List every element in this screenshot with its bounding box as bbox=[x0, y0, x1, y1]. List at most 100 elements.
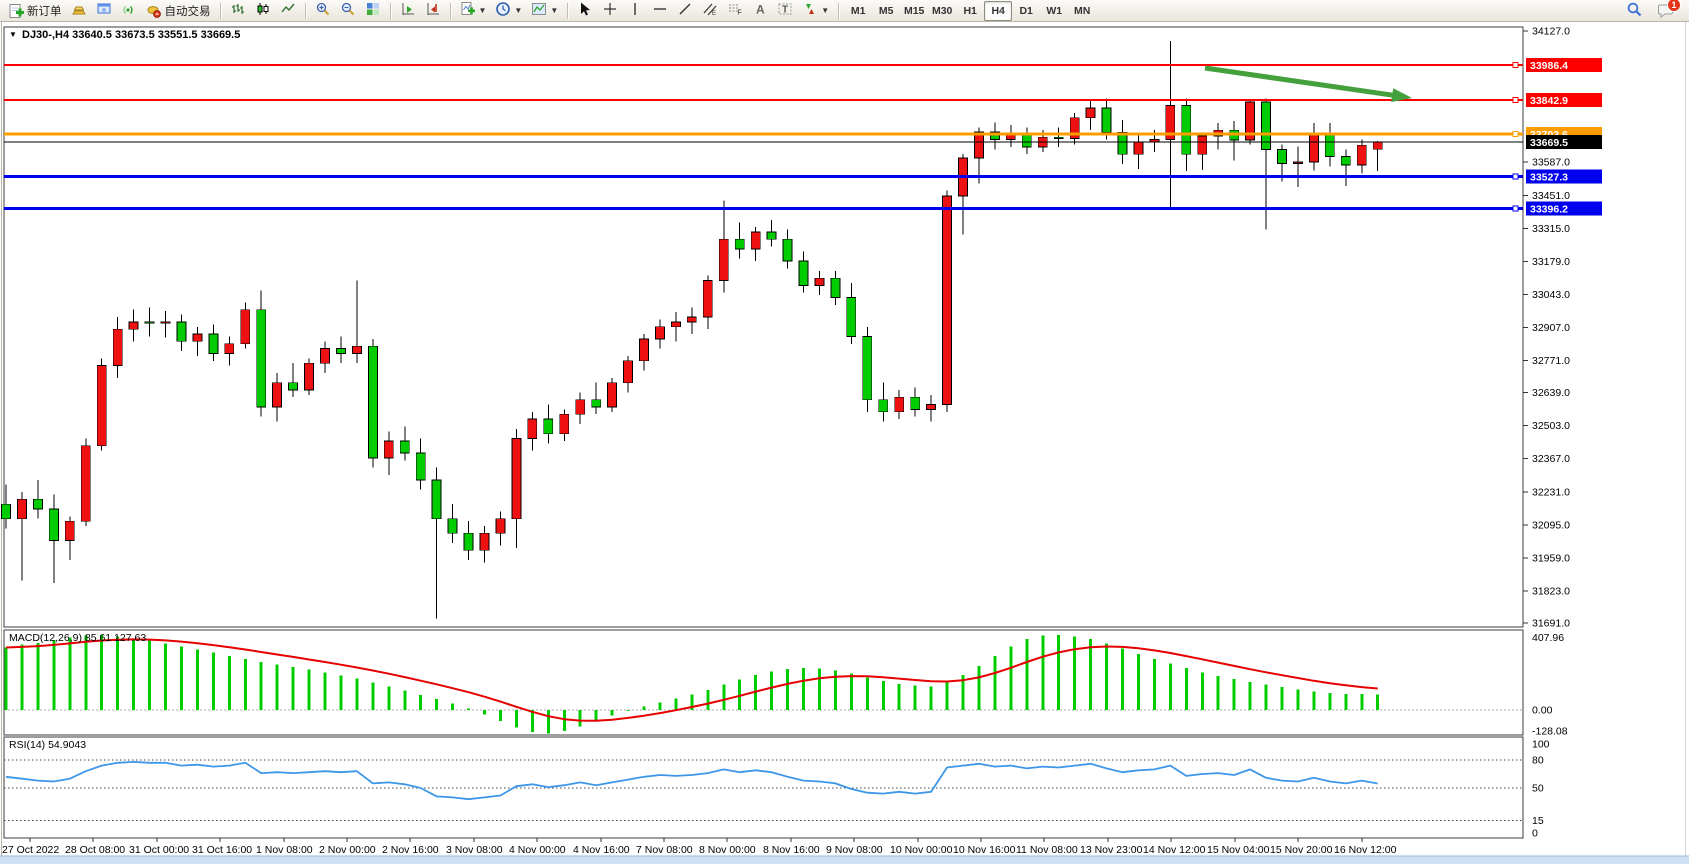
horizontal-line-button[interactable] bbox=[648, 0, 672, 21]
horizontal-line-objects bbox=[4, 62, 1523, 212]
template-button[interactable]: ▼ bbox=[527, 0, 562, 21]
arrows-tool-button[interactable]: ▼ bbox=[798, 0, 833, 21]
separator bbox=[389, 2, 391, 19]
svg-text:33396.2: 33396.2 bbox=[1530, 204, 1568, 216]
time-label: 8 Nov 16:00 bbox=[763, 844, 820, 856]
auto-scroll-button[interactable] bbox=[396, 0, 420, 21]
chevron-down-icon: ▼ bbox=[514, 5, 523, 15]
gold-button[interactable] bbox=[67, 0, 91, 21]
gold-icon bbox=[71, 1, 87, 20]
macd-histogram-bar bbox=[1344, 693, 1348, 710]
indicators-button[interactable]: ▼ bbox=[456, 0, 491, 21]
candle-body bbox=[607, 382, 617, 408]
macd-histogram-bar bbox=[961, 675, 965, 710]
signal-button[interactable] bbox=[117, 0, 141, 21]
rsi-scale-label: 80 bbox=[1532, 755, 1544, 767]
annotation-arrow[interactable] bbox=[1204, 65, 1412, 103]
vertical-line-button[interactable] bbox=[623, 0, 647, 21]
tile-windows-button[interactable] bbox=[361, 0, 385, 21]
text-button[interactable]: A bbox=[748, 0, 772, 21]
candle-body bbox=[702, 280, 713, 318]
timeframe-button-m15[interactable]: M15 bbox=[903, 4, 925, 17]
macd-histogram-bar bbox=[467, 708, 471, 710]
timeframe-button-m1[interactable]: M1 bbox=[850, 4, 866, 17]
candle-body bbox=[463, 532, 474, 551]
macd-histogram-bar bbox=[642, 706, 646, 710]
macd-histogram-bar bbox=[881, 680, 885, 710]
terminal-button[interactable] bbox=[92, 0, 116, 21]
auto-trading-button[interactable]: 自动交易 bbox=[142, 0, 215, 21]
time-label: 16 Nov 12:00 bbox=[1334, 844, 1397, 856]
notifications-button[interactable]: 1 bbox=[1653, 0, 1681, 21]
fibonacci-button[interactable]: F bbox=[723, 0, 747, 21]
macd-histogram-bar bbox=[1248, 682, 1252, 710]
macd-histogram-bar bbox=[977, 665, 981, 710]
trendline-button[interactable] bbox=[673, 0, 697, 21]
text-label-button[interactable]: T bbox=[773, 0, 797, 21]
macd-histogram-bar bbox=[865, 677, 869, 710]
macd-histogram-bar bbox=[1025, 639, 1029, 710]
zoom-out-icon bbox=[340, 1, 356, 20]
macd-histogram-bar bbox=[833, 670, 837, 710]
line-chart-button[interactable] bbox=[276, 0, 300, 21]
rsi-scale-label: 100 bbox=[1532, 738, 1550, 750]
cursor-button[interactable] bbox=[573, 0, 597, 21]
timeframe-button-m5[interactable]: M5 bbox=[878, 4, 894, 17]
hline-handle[interactable] bbox=[1512, 97, 1519, 104]
macd-histogram-bar bbox=[403, 690, 407, 710]
candle-body bbox=[527, 418, 538, 439]
zoom-out-button[interactable] bbox=[336, 0, 360, 21]
macd-histogram-bar bbox=[148, 640, 152, 710]
candle-body bbox=[511, 438, 522, 520]
timeframe-button-m30[interactable]: M30 bbox=[931, 4, 953, 17]
timeframe-button-h1[interactable]: H1 bbox=[963, 4, 977, 17]
timeframe-bar: M1 M5 M15 M30 H1 H4 D1 W1 MN bbox=[844, 0, 1096, 21]
crosshair-icon bbox=[602, 1, 618, 20]
hline-handle[interactable] bbox=[1512, 173, 1519, 180]
search-icon bbox=[1626, 1, 1643, 21]
hline-handle[interactable] bbox=[1512, 130, 1519, 137]
candle-body bbox=[1133, 141, 1144, 155]
macd-histogram-bar bbox=[849, 673, 853, 710]
periods-button[interactable]: ▼ bbox=[491, 0, 526, 21]
price-tick-label: 32771.0 bbox=[1532, 355, 1570, 367]
periods-icon bbox=[495, 1, 511, 20]
candle-chart-button[interactable] bbox=[251, 0, 275, 21]
channel-button[interactable]: E bbox=[698, 0, 722, 21]
macd-histogram-bar bbox=[323, 672, 327, 710]
candle-body bbox=[1101, 107, 1112, 133]
macd-histogram-bar bbox=[594, 710, 598, 722]
bar-chart-button[interactable] bbox=[226, 0, 250, 21]
candle-body bbox=[575, 399, 586, 415]
timeframe-button-mn[interactable]: MN bbox=[1074, 4, 1091, 17]
new-order-button[interactable]: 新订单 bbox=[4, 0, 66, 21]
price-tick-label: 31691.0 bbox=[1532, 618, 1570, 630]
timeframe-button-d1[interactable]: D1 bbox=[1019, 4, 1033, 17]
candle-body bbox=[766, 231, 777, 240]
macd-histogram-bar bbox=[722, 684, 726, 710]
candle-body bbox=[479, 532, 490, 551]
hline-handle[interactable] bbox=[1512, 62, 1519, 69]
macd-histogram-bar bbox=[1009, 646, 1013, 710]
hline-handle[interactable] bbox=[1512, 205, 1519, 212]
macd-histogram-bar bbox=[4, 647, 8, 710]
timeframe-button-h4[interactable]: H4 bbox=[984, 0, 1013, 21]
candle-body bbox=[240, 309, 251, 345]
symbol-expand-arrow[interactable]: ▼ bbox=[9, 30, 17, 39]
zoom-in-button[interactable] bbox=[311, 0, 335, 21]
crosshair-button[interactable] bbox=[598, 0, 622, 21]
macd-histogram-bar bbox=[451, 703, 455, 710]
macd-signal-line bbox=[5, 638, 1378, 722]
time-label: 14 Nov 12:00 bbox=[1143, 844, 1206, 856]
search-button[interactable] bbox=[1622, 0, 1647, 21]
candle-chart-icon bbox=[255, 1, 271, 20]
candle-body bbox=[543, 418, 554, 435]
bar-chart-icon bbox=[230, 1, 246, 20]
svg-text:33842.9: 33842.9 bbox=[1530, 95, 1568, 107]
price-tick-label: 32367.0 bbox=[1532, 453, 1570, 465]
price-tick-label: 33043.0 bbox=[1532, 289, 1570, 301]
timeframe-button-w1[interactable]: W1 bbox=[1046, 4, 1063, 17]
price-tick-label: 32503.0 bbox=[1532, 420, 1570, 432]
macd-histogram-bar bbox=[227, 655, 231, 710]
chart-shift-button[interactable] bbox=[421, 0, 445, 21]
